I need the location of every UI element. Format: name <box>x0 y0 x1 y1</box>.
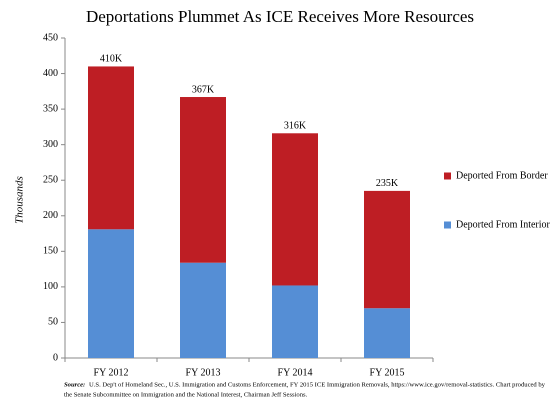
source-text: U.S. Dep't of Homeland Sec., U.S. Immigr… <box>89 382 546 389</box>
y-tick-label: 300 <box>43 139 58 150</box>
y-axis-label: Thousands <box>14 176 26 224</box>
bar-segment <box>88 229 134 358</box>
total-label: 367K <box>192 84 215 95</box>
total-label: 410K <box>100 54 123 65</box>
y-tick-label: 250 <box>43 175 58 186</box>
source-text: the Senate Subcommittee on Immigration a… <box>64 392 308 399</box>
total-label: 316K <box>284 121 307 132</box>
legend-swatch <box>444 221 451 229</box>
y-tick-label: 400 <box>43 68 58 79</box>
bar-segment <box>88 66 134 230</box>
y-tick-label: 0 <box>53 352 58 363</box>
legend-label: Deported From Border <box>456 170 548 181</box>
y-tick-label: 450 <box>43 32 58 43</box>
source-label: Source: <box>64 382 85 389</box>
bar-segment <box>272 285 318 358</box>
y-tick-label: 100 <box>43 281 58 292</box>
y-tick-label: 150 <box>43 246 58 257</box>
legend-swatch <box>444 172 451 180</box>
x-tick-label: FY 2015 <box>370 367 405 378</box>
total-label: 235K <box>376 178 399 189</box>
y-tick-label: 200 <box>43 210 58 221</box>
bar-segment <box>180 97 226 263</box>
legend-label: Deported From Interior <box>456 219 551 230</box>
x-tick-label: FY 2014 <box>278 367 313 378</box>
x-tick-label: FY 2012 <box>94 367 129 378</box>
bar-segment <box>364 190 410 309</box>
bar-segment <box>364 308 410 358</box>
y-tick-label: 50 <box>48 317 58 328</box>
bar-segment <box>272 133 318 286</box>
y-tick-label: 350 <box>43 103 58 114</box>
chart-title: Deportations Plummet As ICE Receives Mor… <box>86 7 474 26</box>
bar-segment <box>180 262 226 358</box>
x-tick-label: FY 2013 <box>186 367 221 378</box>
